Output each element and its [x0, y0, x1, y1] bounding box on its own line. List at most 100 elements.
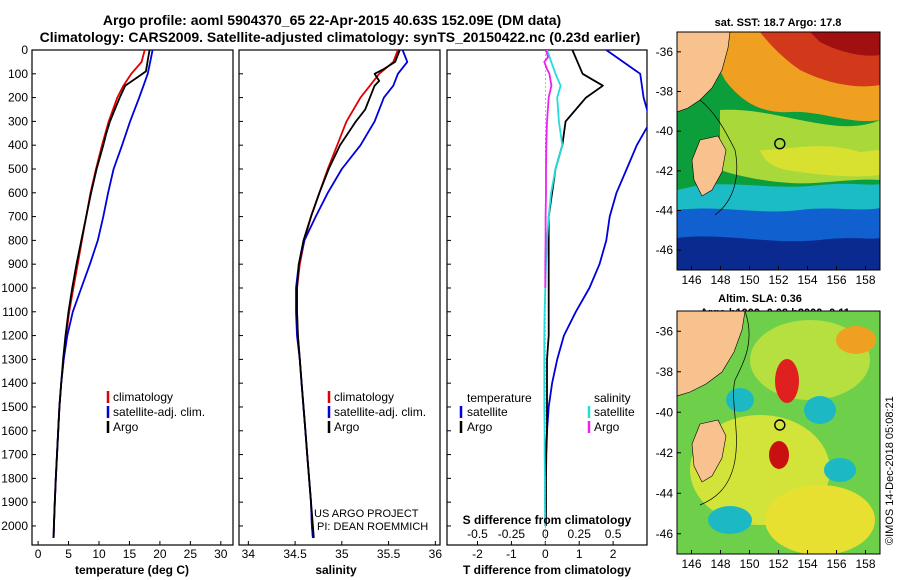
- x-tick-label: 2: [610, 547, 617, 561]
- lon-tick-label: 152: [768, 557, 788, 571]
- legend-label-argo: Argo: [334, 420, 360, 434]
- depth-tick-label: 0: [21, 43, 28, 57]
- series-line-climatology: [296, 50, 399, 538]
- figure-title-line1: Argo profile: aoml 5904370_65 22-Apr-201…: [103, 12, 561, 28]
- lon-tick-label: 154: [797, 273, 817, 287]
- sst-mainland: [677, 32, 731, 113]
- s-diff-tick-label: 0.5: [605, 527, 622, 541]
- sla-float-marker: [774, 419, 786, 431]
- sst-float-marker: [774, 137, 786, 150]
- lat-tick-label: -44: [656, 486, 674, 500]
- legend-label-t-argo: Argo: [467, 420, 493, 434]
- sst-map: [677, 32, 880, 270]
- depth-tick-label: 900: [8, 257, 28, 271]
- depth-tick-label: 1700: [1, 448, 28, 462]
- series-line-satellite-adj-clim: [295, 50, 409, 538]
- sst-map-title: sat. SST: 18.7 Argo: 17.8: [715, 17, 842, 29]
- difference-salinity-legend: salinity satellite Argo: [587, 391, 635, 434]
- series-line-satellite-adj-clim: [52, 50, 154, 538]
- x-tick-label: 0: [542, 547, 549, 561]
- t-difference-x-axis: -2 -1 0 1 2: [472, 541, 617, 561]
- x-tick-label: -1: [506, 547, 517, 561]
- lat-tick-label: -42: [656, 446, 674, 460]
- salinity-xlabel: salinity: [315, 563, 357, 577]
- temperature-panel-frame: [31, 49, 234, 546]
- sla-red-eddy: [775, 359, 799, 403]
- sla-red-eddy: [769, 441, 789, 469]
- depth-tick-label: 1900: [1, 495, 28, 509]
- lat-tick-label: -44: [656, 204, 674, 218]
- sla-cyan-eddy: [804, 396, 836, 424]
- legend-label-s-argo: Argo: [594, 420, 620, 434]
- depth-tick-label: 200: [8, 91, 28, 105]
- depth-tick-label: 2000: [1, 519, 28, 533]
- project-label: US ARGO PROJECT: [314, 508, 419, 520]
- depth-tick-label: 100: [8, 67, 28, 81]
- depth-tick-label: 1400: [1, 376, 28, 390]
- x-tick-label: 35: [335, 547, 349, 561]
- sst-tasmania: [691, 135, 727, 197]
- sla-lat-axis: -36 -38 -40 -42 -44 -46: [656, 324, 681, 541]
- lon-tick-label: 158: [855, 273, 875, 287]
- depth-tick-label: 800: [8, 233, 28, 247]
- pi-label: PI: DEAN ROEMMICH: [317, 521, 428, 533]
- salinity-legend: climatology satellite-adj. clim. Argo: [327, 390, 426, 434]
- x-tick-label: 25: [184, 547, 198, 561]
- depth-tick-label: 1800: [1, 471, 28, 485]
- lat-tick-label: -46: [656, 527, 674, 541]
- x-tick-label: 34: [242, 547, 256, 561]
- series-line-argo: [296, 50, 401, 538]
- depth-tick-label: 500: [8, 162, 28, 176]
- x-tick-label: 0: [35, 547, 42, 561]
- lon-tick-label: 148: [710, 273, 730, 287]
- difference-temperature-legend: temperature satellite Argo: [459, 391, 532, 434]
- sla-cyan-eddy: [708, 506, 752, 534]
- sst-deep-blue-region: [677, 236, 880, 270]
- lat-tick-label: -36: [656, 45, 674, 59]
- temperature-legend: climatology satellite-adj. clim. Argo: [106, 390, 205, 434]
- depth-tick-label: 400: [8, 138, 28, 152]
- x-tick-label: 1: [576, 547, 583, 561]
- depth-tick-label: 1300: [1, 352, 28, 366]
- depth-tick-label: 600: [8, 186, 28, 200]
- depth-tick-label: 1200: [1, 329, 28, 343]
- s-diff-tick-label: -0.25: [498, 527, 526, 541]
- legend-header-temperature: temperature: [467, 391, 532, 405]
- legend-label-climatology: climatology: [113, 390, 173, 404]
- lat-tick-label: -38: [656, 365, 674, 379]
- series-line-temperature-argo: [545, 50, 604, 526]
- imos-credit: ©IMOS 14-Dec-2018 05:08:21: [884, 396, 896, 545]
- s-difference-xlabel: S difference from climatology: [463, 513, 632, 527]
- sla-mainland: [677, 311, 746, 397]
- lat-tick-label: -40: [656, 124, 674, 138]
- lon-tick-label: 148: [710, 557, 730, 571]
- sst-depth-contour: [699, 99, 738, 216]
- sla-map-title-line1: Altim. SLA: 0.36: [718, 293, 802, 305]
- series-line-temperature-satellite: [544, 50, 647, 526]
- depth-tick-label: 1000: [1, 281, 28, 295]
- lon-tick-label: 156: [826, 273, 846, 287]
- t-difference-xlabel: T difference from climatology: [463, 563, 631, 577]
- depth-axis: 0 100 200 300 400 500 600 700 800 900 1000 1100 1200…: [1, 43, 451, 533]
- depth-tick-label: 700: [8, 210, 28, 224]
- x-tick-label: 34.5: [283, 547, 307, 561]
- sla-map: [677, 311, 880, 554]
- sla-tasmania: [691, 419, 727, 483]
- s-difference-top-axis: -0.5 -0.25 0 0.25 0.5: [467, 527, 622, 541]
- x-tick-label: 36: [429, 547, 443, 561]
- x-tick-label: 35.5: [377, 547, 401, 561]
- x-tick-label: 20: [153, 547, 167, 561]
- lon-tick-label: 154: [797, 557, 817, 571]
- salinity-series: [295, 50, 409, 538]
- depth-tick-label: 300: [8, 114, 28, 128]
- temperature-x-axis: 0 5 10 15 20 25 30: [35, 541, 228, 561]
- sla-lon-axis: 146 148 150 152 154 156 158: [681, 550, 876, 571]
- lat-tick-label: -38: [656, 85, 674, 99]
- legend-header-salinity: salinity: [594, 391, 631, 405]
- sst-hottest-region: [810, 32, 880, 56]
- sla-yellow-patch: [765, 485, 875, 554]
- depth-tick-label: 1600: [1, 424, 28, 438]
- legend-label-satellite: satellite-adj. clim.: [334, 405, 426, 419]
- salinity-panel-frame: [238, 49, 441, 546]
- legend-label-argo: Argo: [113, 420, 139, 434]
